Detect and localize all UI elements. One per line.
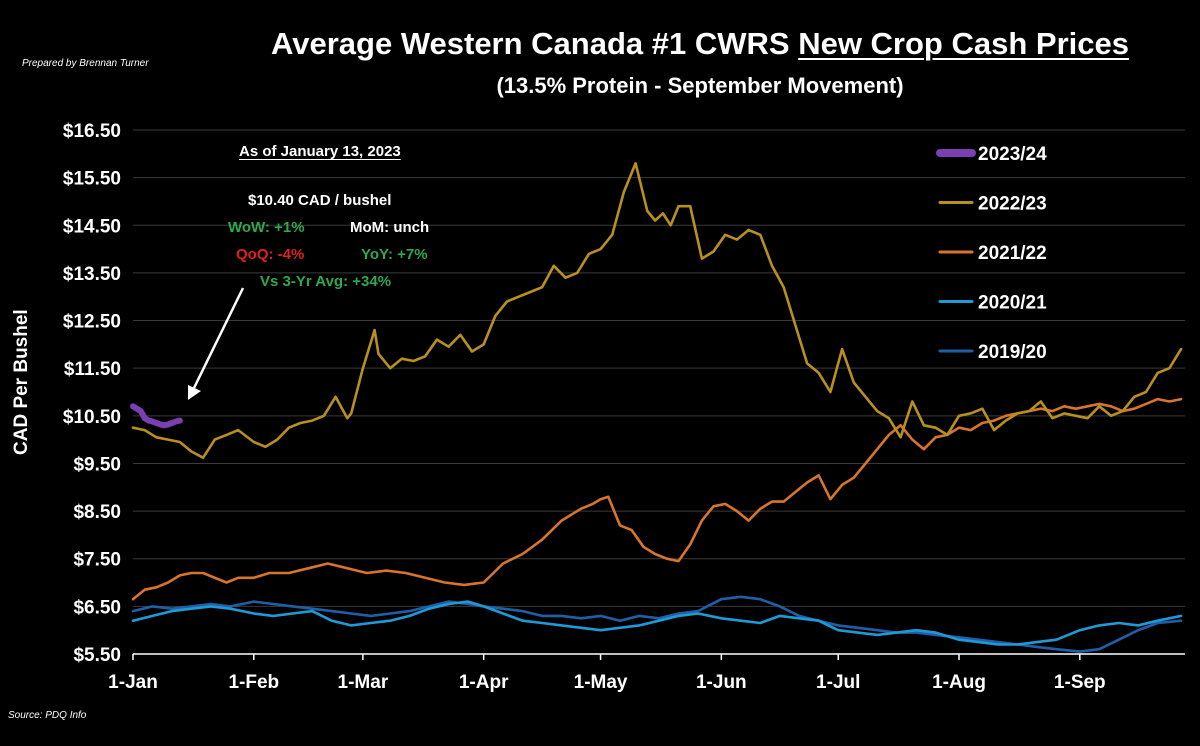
- y-tick-label: $8.50: [73, 502, 121, 523]
- credit-text: Prepared by Brennan Turner: [22, 58, 149, 69]
- series-line-2022-23: [131, 162, 1183, 459]
- y-axis-label: CAD Per Bushel: [11, 309, 32, 455]
- annotation-arrow: [188, 287, 245, 400]
- y-tick-label: $14.50: [63, 216, 121, 237]
- series-line-2023-24: [130, 403, 183, 429]
- x-tick-label: 1-Aug: [932, 672, 986, 693]
- x-tick-label: 1-Sep: [1054, 672, 1106, 693]
- annotation-date: As of January 13, 2023: [239, 143, 401, 160]
- annotation-qoq: QoQ: -4%: [236, 246, 305, 263]
- x-tick-label: 1-Feb: [228, 672, 279, 693]
- series-line-2021-22: [131, 397, 1183, 601]
- y-axis-tick-labels: $5.50 $6.50 $7.50 $8.50 $9.50 $10.50 $11.50 $12…: [63, 121, 121, 666]
- x-tick-label: 1-Jun: [696, 672, 747, 693]
- annotation-price: $10.40 CAD / bushel: [248, 192, 392, 209]
- y-tick-label: $10.50: [63, 407, 121, 428]
- y-tick-label: $7.50: [73, 550, 121, 571]
- legend-label: 2021/22: [978, 243, 1047, 264]
- y-tick-label: $13.50: [63, 264, 121, 285]
- y-tick-label: $15.50: [63, 169, 121, 190]
- y-tick-label: $9.50: [73, 454, 121, 475]
- series-line-2019-20: [131, 595, 1183, 653]
- gridlines: [133, 129, 1185, 655]
- annotation-mom: MoM: unch: [350, 219, 430, 236]
- x-tick-label: 1-Jan: [108, 672, 158, 693]
- y-tick-label: $12.50: [63, 312, 121, 333]
- title-main: Average Western Canada #1 CWRS: [271, 26, 799, 61]
- legend: 2023/24 2022/23 2021/22 2020/21 2019/20: [936, 144, 1047, 363]
- chart-title: Average Western Canada #1 CWRS New Crop …: [210, 26, 1190, 62]
- x-tick-label: 1-Mar: [338, 672, 389, 693]
- legend-label: 2022/23: [978, 194, 1047, 215]
- source-text: Source: PDQ Info: [8, 710, 87, 721]
- annotation-yoy: YoY: +7%: [361, 246, 428, 263]
- annotation-wow: WoW: +1%: [228, 219, 305, 236]
- y-tick-label: $16.50: [63, 121, 121, 142]
- chart-subtitle: (13.5% Protein - September Movement): [496, 73, 904, 98]
- x-axis-tick-labels: 1-Jan 1-Feb 1-Mar 1-Apr 1-May 1-Jun 1-Jul 1-Aug…: [108, 654, 1106, 693]
- legend-label: 2019/20: [978, 342, 1047, 363]
- x-tick-label: 1-Jul: [816, 672, 860, 693]
- series-line-2020-21: [131, 600, 1183, 646]
- x-tick-label: 1-Apr: [459, 672, 509, 693]
- annotation-vs3yr: Vs 3-Yr Avg: +34%: [260, 273, 392, 290]
- legend-label: 2020/21: [978, 293, 1047, 314]
- series-lines: [130, 162, 1183, 653]
- y-tick-label: $11.50: [64, 359, 121, 380]
- y-tick-label: $5.50: [73, 645, 121, 666]
- y-tick-label: $6.50: [73, 597, 121, 618]
- x-tick-label: 1-May: [574, 672, 628, 693]
- legend-label: 2023/24: [978, 144, 1047, 165]
- title-underlined: New Crop Cash Prices: [798, 26, 1129, 61]
